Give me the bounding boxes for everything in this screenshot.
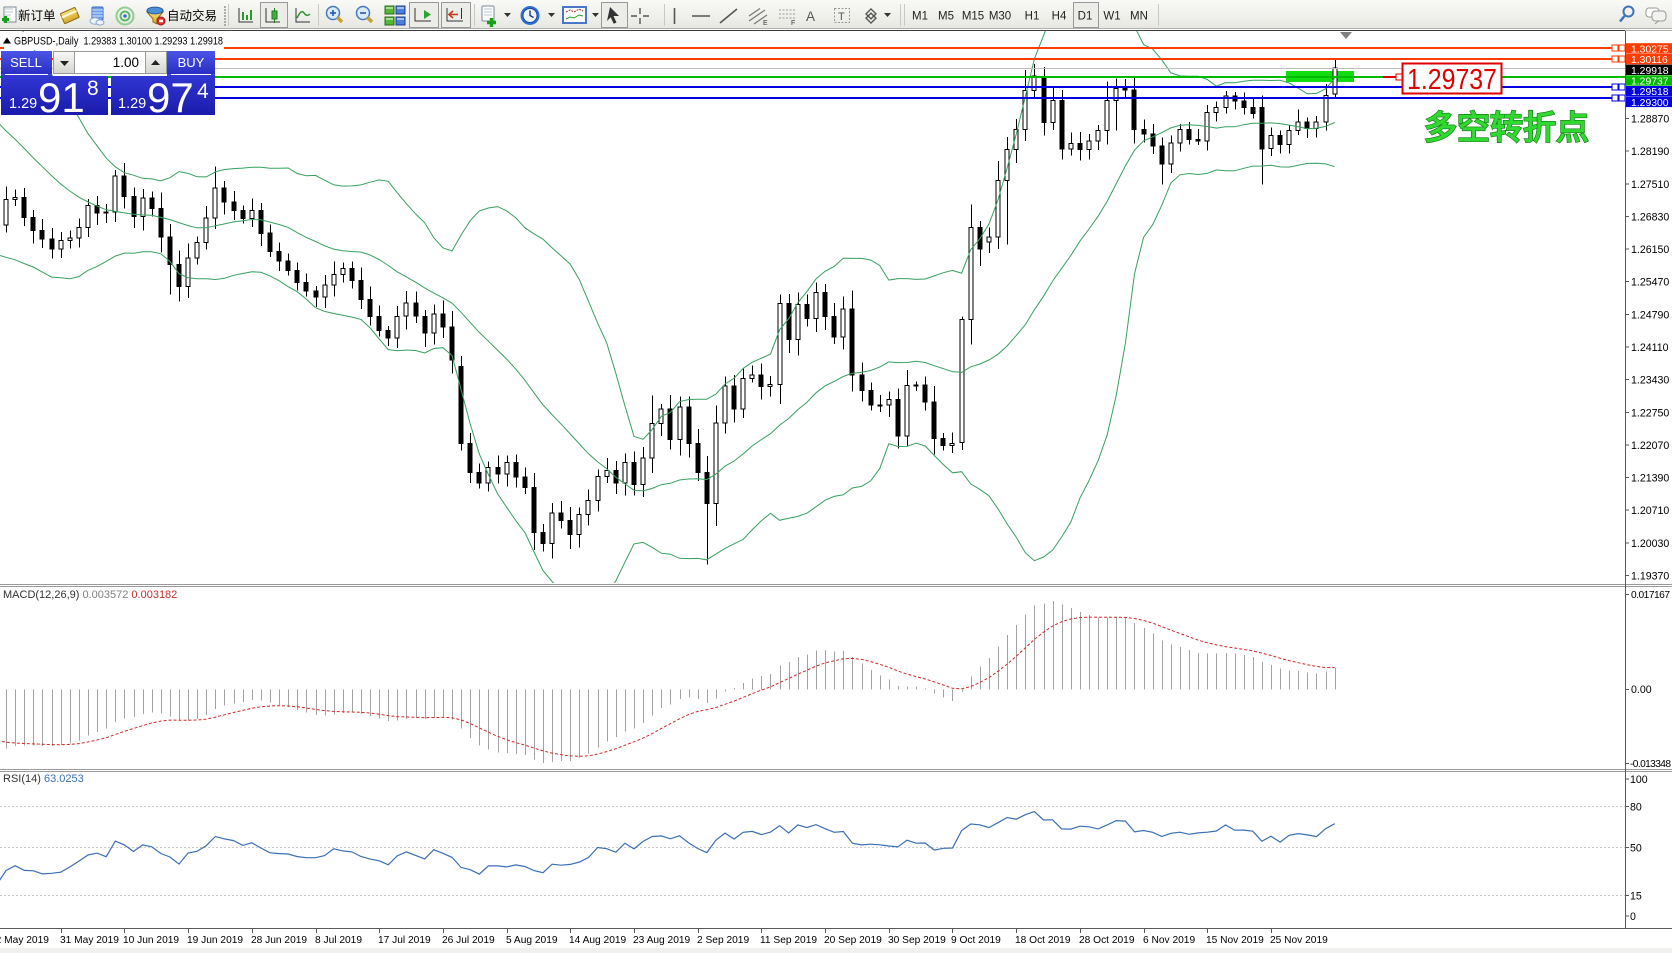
svg-text:30 Sep 2019: 30 Sep 2019 xyxy=(888,935,946,946)
svg-text:0.017167: 0.017167 xyxy=(1631,590,1670,601)
svg-text:1.20030: 1.20030 xyxy=(1631,538,1669,550)
svg-text:1.29918: 1.29918 xyxy=(1631,66,1669,77)
svg-text:1.19370: 1.19370 xyxy=(1631,571,1669,583)
svg-text:1.30275: 1.30275 xyxy=(1631,44,1669,55)
svg-text:1.24790: 1.24790 xyxy=(1631,309,1669,321)
svg-text:18 Oct 2019: 18 Oct 2019 xyxy=(1015,935,1071,946)
svg-text:1.29: 1.29 xyxy=(118,96,146,112)
svg-text:新订单: 新订单 xyxy=(18,8,56,23)
svg-text:1.26150: 1.26150 xyxy=(1631,244,1669,256)
svg-text:W1: W1 xyxy=(1103,11,1120,23)
svg-text:97: 97 xyxy=(147,74,194,121)
svg-text:1.20710: 1.20710 xyxy=(1631,505,1669,517)
svg-text:25 Nov 2019: 25 Nov 2019 xyxy=(1270,935,1328,946)
svg-text:80: 80 xyxy=(1630,801,1642,813)
svg-text:23 Aug 2019: 23 Aug 2019 xyxy=(633,935,691,946)
svg-text:M30: M30 xyxy=(989,11,1011,23)
svg-text:GBPUSD-,Daily 1.29383 1.30100: GBPUSD-,Daily 1.29383 1.30100 1.29293 1.… xyxy=(14,36,223,48)
svg-text:1.22750: 1.22750 xyxy=(1631,407,1669,419)
svg-text:0.00: 0.00 xyxy=(1631,684,1652,696)
svg-text:28 Jun 2019: 28 Jun 2019 xyxy=(251,935,307,946)
svg-text:1.23430: 1.23430 xyxy=(1631,375,1669,387)
svg-text:1.28190: 1.28190 xyxy=(1631,146,1669,158)
svg-text:RSI(14) 63.0253: RSI(14) 63.0253 xyxy=(3,773,84,785)
svg-text:1.29: 1.29 xyxy=(9,96,37,112)
svg-text:H1: H1 xyxy=(1025,11,1040,23)
svg-text:19 Jun 2019: 19 Jun 2019 xyxy=(187,935,243,946)
svg-text:9 Oct 2019: 9 Oct 2019 xyxy=(951,935,1001,946)
svg-text:5 Aug 2019: 5 Aug 2019 xyxy=(506,935,558,946)
svg-text:1.29518: 1.29518 xyxy=(1631,87,1669,98)
svg-text:1.24110: 1.24110 xyxy=(1631,342,1669,354)
svg-text:11 Sep 2019: 11 Sep 2019 xyxy=(760,935,817,946)
svg-text:多空转折点: 多空转折点 xyxy=(1424,109,1589,146)
svg-text:26 Jul 2019: 26 Jul 2019 xyxy=(442,935,495,946)
svg-text:MACD(12,26,9) 0.003572 0.00318: MACD(12,26,9) 0.003572 0.003182 xyxy=(3,589,177,601)
svg-text:0: 0 xyxy=(1630,911,1636,923)
svg-text:M15: M15 xyxy=(962,11,984,23)
svg-text:10 Jun 2019: 10 Jun 2019 xyxy=(123,935,179,946)
svg-text:1.29737: 1.29737 xyxy=(1631,77,1669,88)
svg-text:20 Sep 2019: 20 Sep 2019 xyxy=(824,935,882,946)
svg-text:28 Oct 2019: 28 Oct 2019 xyxy=(1079,935,1135,946)
svg-text:15: 15 xyxy=(1630,891,1642,903)
svg-text:T: T xyxy=(838,11,845,23)
svg-text:A: A xyxy=(806,9,815,24)
svg-text:1.25470: 1.25470 xyxy=(1631,277,1669,289)
svg-text:2 Sep 2019: 2 Sep 2019 xyxy=(697,935,749,946)
svg-text:BUY: BUY xyxy=(178,55,205,70)
svg-text:4: 4 xyxy=(197,80,209,103)
svg-text:15 Nov 2019: 15 Nov 2019 xyxy=(1206,935,1264,946)
svg-text:1.28870: 1.28870 xyxy=(1631,114,1669,126)
svg-text:22 May 2019: 22 May 2019 xyxy=(0,935,49,946)
svg-text:-0.013348: -0.013348 xyxy=(1630,759,1671,770)
svg-text:E: E xyxy=(763,20,768,27)
svg-text:1.29300: 1.29300 xyxy=(1631,98,1669,109)
svg-text:8: 8 xyxy=(87,77,99,100)
svg-text:1.21390: 1.21390 xyxy=(1631,473,1669,485)
svg-text:31 May 2019: 31 May 2019 xyxy=(60,935,119,946)
svg-text:H4: H4 xyxy=(1052,11,1067,23)
svg-text:1.27510: 1.27510 xyxy=(1631,179,1669,191)
svg-text:F: F xyxy=(791,20,795,27)
svg-text:17 Jul 2019: 17 Jul 2019 xyxy=(378,935,431,946)
svg-text:8 Jul 2019: 8 Jul 2019 xyxy=(315,935,362,946)
svg-text:M5: M5 xyxy=(938,11,954,23)
svg-text:100: 100 xyxy=(1630,774,1648,786)
svg-text:MN: MN xyxy=(1130,11,1148,23)
svg-text:自动交易: 自动交易 xyxy=(167,8,217,23)
svg-text:91: 91 xyxy=(38,74,85,121)
svg-text:50: 50 xyxy=(1630,843,1642,855)
svg-text:6 Nov 2019: 6 Nov 2019 xyxy=(1143,935,1195,946)
svg-text:SELL: SELL xyxy=(10,55,42,70)
svg-text:D1: D1 xyxy=(1078,11,1093,23)
svg-text:1.00: 1.00 xyxy=(113,55,139,70)
svg-text:1.29737: 1.29737 xyxy=(1407,64,1497,96)
svg-text:M1: M1 xyxy=(912,11,928,23)
svg-text:1.26830: 1.26830 xyxy=(1631,211,1669,223)
svg-text:1.30116: 1.30116 xyxy=(1631,55,1668,66)
svg-text:14 Aug 2019: 14 Aug 2019 xyxy=(569,935,627,946)
svg-text:1.22070: 1.22070 xyxy=(1631,440,1669,452)
